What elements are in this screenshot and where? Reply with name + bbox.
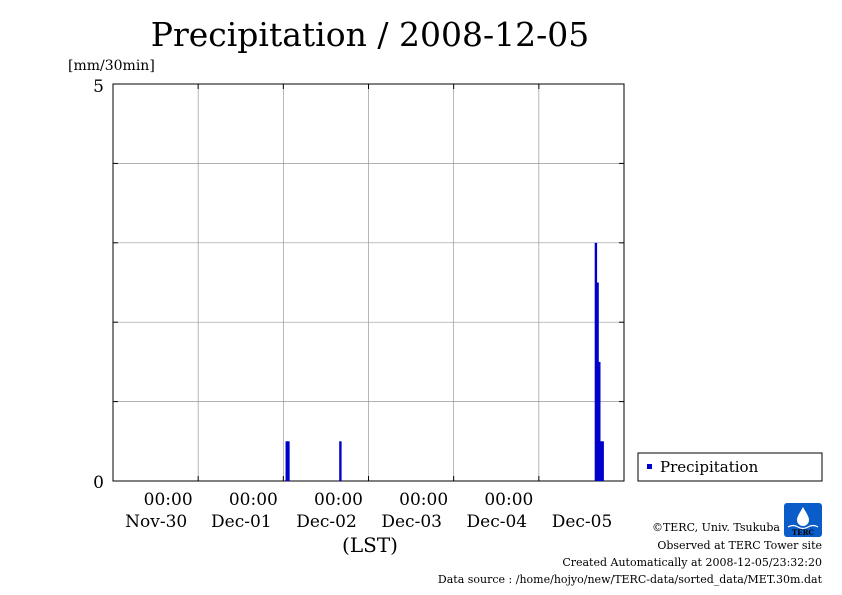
x-tick-date-label: Dec-04	[467, 512, 528, 532]
precipitation-bar	[599, 441, 603, 481]
credits: ©TERC, Univ. Tsukuba Observed at TERC To…	[438, 521, 823, 586]
precipitation-bar	[285, 441, 288, 481]
water-drop-icon	[797, 507, 809, 526]
x-tick-date-label: Dec-05	[552, 512, 613, 532]
x-tick-labels: 00:00Nov-3000:00Dec-0100:00Dec-0200:00De…	[125, 490, 612, 532]
x-tick-time-label: 00:00	[144, 490, 193, 510]
created-text: Created Automatically at 2008-12-05/23:3…	[562, 556, 822, 569]
x-tick-time-label: 00:00	[314, 490, 363, 510]
x-tick-date-label: Dec-01	[211, 512, 272, 532]
precipitation-bar	[339, 441, 342, 481]
y-axis-unit-label: [mm/30min]	[68, 58, 155, 74]
observed-text: Observed at TERC Tower site	[657, 539, 822, 552]
data-source-text: Data source : /home/hojyo/new/TERC-data/…	[438, 573, 823, 586]
y-tick-label-top: 5	[93, 77, 104, 97]
copyright-text: ©TERC, Univ. Tsukuba	[652, 521, 780, 534]
x-tick-time-label: 00:00	[484, 490, 533, 510]
precipitation-bars	[285, 242, 604, 481]
precipitation-bar	[287, 441, 290, 481]
y-tick-label-bottom: 0	[93, 473, 104, 493]
x-tick-time-label: 00:00	[229, 490, 278, 510]
axis-ticks	[113, 83, 624, 482]
logo-text: TERC	[792, 528, 814, 537]
precipitation-bar	[598, 361, 601, 481]
legend-label-precipitation: Precipitation	[660, 458, 759, 476]
x-axis-title: (LST)	[342, 533, 398, 557]
x-tick-date-label: Dec-03	[381, 512, 442, 532]
precipitation-bar	[601, 441, 604, 481]
x-tick-date-label: Dec-02	[296, 512, 357, 532]
legend-swatch	[647, 464, 652, 469]
x-tick-time-label: 00:00	[399, 490, 448, 510]
precipitation-bar	[596, 282, 599, 481]
terc-logo: TERC	[784, 503, 822, 537]
chart-title: Precipitation / 2008-12-05	[151, 15, 589, 54]
wave-icon	[787, 524, 819, 530]
legend: Precipitation	[637, 452, 823, 482]
grid-lines	[113, 84, 624, 481]
legend-box	[637, 452, 823, 482]
precipitation-bar	[594, 242, 598, 481]
x-tick-date-label: Nov-30	[125, 512, 187, 532]
